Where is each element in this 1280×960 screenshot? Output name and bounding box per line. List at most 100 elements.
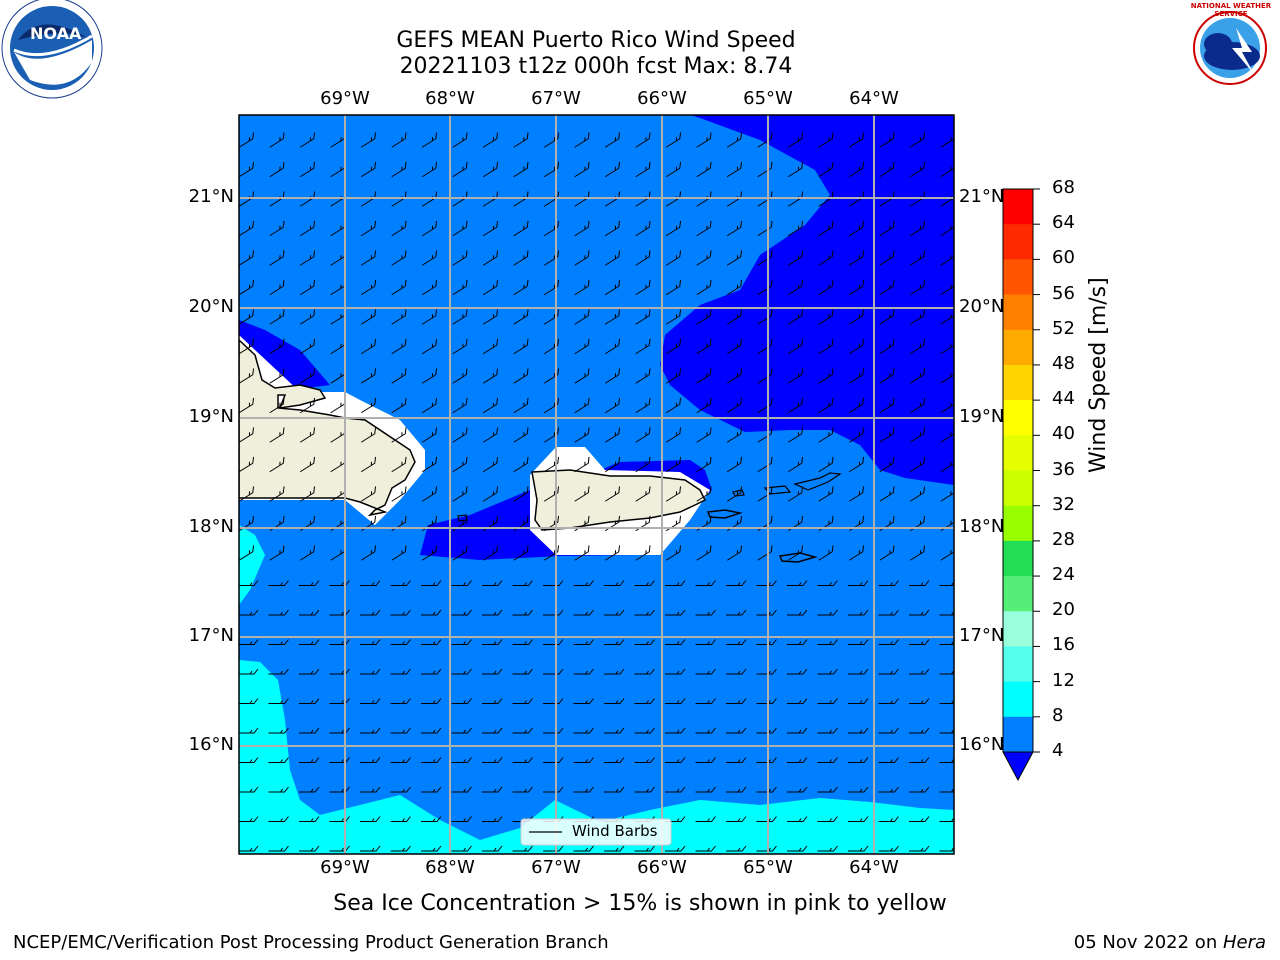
wind-barb xyxy=(909,786,930,793)
wind-barb xyxy=(391,161,407,178)
wind-barb xyxy=(574,279,590,296)
lat-tick-left: 19°N xyxy=(188,406,234,427)
wind-barb xyxy=(421,727,442,734)
wind-barb xyxy=(787,727,808,734)
wind-barb xyxy=(726,668,747,675)
wind-barb xyxy=(787,757,808,763)
wind-barb xyxy=(574,397,590,414)
wind-barb xyxy=(573,698,594,704)
wind-barb xyxy=(574,161,590,178)
wind-barb xyxy=(909,639,930,645)
wind-barb xyxy=(818,279,834,296)
colorbar-tick-label: 52 xyxy=(1052,317,1075,339)
wind-barb xyxy=(665,727,686,734)
wind-barb xyxy=(726,845,747,852)
wind-barb xyxy=(848,427,865,443)
island-culebra xyxy=(732,489,745,497)
gridlines xyxy=(239,115,954,854)
wind-barb xyxy=(573,786,594,793)
wind-barb xyxy=(239,161,255,178)
wind-barb xyxy=(299,757,320,763)
wind-barb xyxy=(573,580,594,586)
wind-barb xyxy=(635,132,651,148)
wind-barb xyxy=(695,609,716,616)
wind-barb xyxy=(939,611,954,616)
wind-barb xyxy=(696,161,712,178)
wind-barb xyxy=(848,609,869,616)
wind-barb xyxy=(239,609,259,616)
colorbar-tick-label: 8 xyxy=(1052,704,1064,726)
wind-barb xyxy=(451,639,472,645)
wind-barb xyxy=(543,220,560,237)
wind-barb xyxy=(452,486,468,502)
wind-barb xyxy=(695,727,716,734)
colorbar-tick-label: 32 xyxy=(1052,493,1075,515)
wind-barb xyxy=(635,250,651,266)
colorbar-segment xyxy=(1003,294,1033,331)
lat-tick-right: 18°N xyxy=(959,516,1005,537)
wind-barb xyxy=(726,609,747,616)
wind-barb xyxy=(512,639,533,645)
wind-barb xyxy=(848,698,869,704)
wind-barb xyxy=(848,456,865,473)
wind-barb xyxy=(269,220,285,237)
wind-barb xyxy=(696,220,712,237)
wind-barb xyxy=(634,668,655,675)
wind-barb xyxy=(940,427,954,443)
wind-barb xyxy=(879,486,895,502)
wind-barb xyxy=(574,338,590,355)
wind-barb xyxy=(390,698,411,704)
wind-barb xyxy=(482,161,499,178)
wind-barb xyxy=(787,427,804,443)
wind-barb xyxy=(421,609,442,616)
wind-barb xyxy=(360,580,381,586)
wind-barb xyxy=(360,639,381,645)
wind-barb xyxy=(665,486,682,502)
wind-barb xyxy=(604,698,625,704)
wind-barb xyxy=(878,639,899,645)
wind-barb xyxy=(421,757,442,763)
wind-barb xyxy=(269,161,285,178)
wind-barb xyxy=(269,338,285,355)
wind-barb xyxy=(635,309,651,325)
wind-barb xyxy=(452,161,468,178)
colorbar-segment xyxy=(1003,364,1033,401)
wind-barb xyxy=(695,786,716,793)
wind-barb xyxy=(665,132,682,148)
footer-credit: NCEP/EMC/Verification Post Processing Pr… xyxy=(13,932,609,953)
wind-barb xyxy=(878,816,899,822)
colorbar-tick-label: 44 xyxy=(1052,388,1075,410)
wind-barb xyxy=(604,786,625,793)
colorbar-segment xyxy=(1003,259,1033,296)
wind-barb xyxy=(635,220,651,237)
wind-barb xyxy=(604,161,621,178)
wind-barb xyxy=(878,609,899,616)
wind-barb xyxy=(239,757,259,763)
wind-barb xyxy=(604,668,625,675)
wind-barb xyxy=(848,486,865,502)
lat-tick-left: 20°N xyxy=(188,296,234,317)
wind-barb xyxy=(390,668,411,675)
wind-barb xyxy=(604,368,621,384)
wind-barb xyxy=(696,368,712,384)
lon-tick-top: 68°W xyxy=(425,88,475,109)
wind-barb xyxy=(604,250,621,266)
wind-barb xyxy=(543,338,560,355)
wind-barb xyxy=(360,309,377,325)
wind-barb xyxy=(299,786,320,793)
sea-ice-note: Sea Ice Concentration > 15% is shown in … xyxy=(333,891,947,916)
wind-barb xyxy=(787,698,808,704)
wind-barb xyxy=(239,250,255,266)
footer-host: Hera xyxy=(1222,932,1266,953)
wind-barb xyxy=(452,456,468,473)
colorbar-tick-label: 48 xyxy=(1052,352,1075,374)
wind-barb xyxy=(421,338,438,355)
wind-barb xyxy=(817,580,838,586)
wind-barb xyxy=(665,786,686,793)
wind-barb xyxy=(909,486,926,502)
colorbar-tick-label: 20 xyxy=(1052,599,1075,621)
wind-barb xyxy=(360,545,377,561)
wind-barb xyxy=(451,757,472,763)
wind-barb xyxy=(451,816,472,822)
